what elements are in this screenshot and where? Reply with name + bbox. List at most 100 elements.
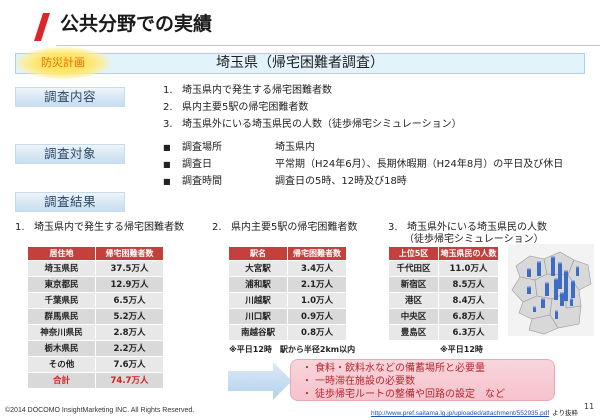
survey-content-item: 2. 県内主要5駅の帰宅困難者数 bbox=[163, 102, 308, 114]
station-table: 駅名 帰宅困難者数 大宮駅 3.4万人 浦和駅 2.1万人 川越駅 1.0万人 川口駅… bbox=[228, 246, 347, 341]
bullet: ・ bbox=[302, 363, 312, 374]
source-citation: http://www.pref.saitama.lg.jp/uploaded/a… bbox=[371, 410, 578, 418]
table-row: 群馬県民 5.2万人 bbox=[27, 308, 164, 325]
population-bar bbox=[570, 298, 573, 306]
page-title: 公共分野での実績 bbox=[60, 13, 213, 35]
item-number: 1. bbox=[163, 85, 173, 96]
population-bar bbox=[571, 280, 575, 298]
outside-prefecture-table: 上位5区 埼玉県民の人数 千代田区 11.0万人 新宿区 8.5万人 港区 8.4万人… bbox=[388, 246, 499, 341]
table-cell: 6.3万人 bbox=[438, 324, 499, 341]
page-number: 11 bbox=[584, 402, 595, 411]
table-cell: 南越谷駅 bbox=[228, 324, 288, 341]
column-header: 居住地 bbox=[27, 246, 96, 261]
population-bar-cap bbox=[576, 266, 579, 268]
copyright-notice: ©2014 DOCOMO InsightMarketing INC. All R… bbox=[5, 407, 195, 414]
table-cell: 2.2万人 bbox=[95, 340, 164, 357]
square-bullet: ■ bbox=[163, 177, 171, 186]
population-bar bbox=[560, 292, 564, 306]
table-cell: 千葉県民 bbox=[27, 292, 96, 309]
table-cell: 神奈川県民 bbox=[27, 324, 96, 341]
population-bar-cap bbox=[527, 268, 531, 270]
table-row: 神奈川県民 2.8万人 bbox=[27, 324, 164, 341]
population-bar-cap bbox=[545, 282, 549, 284]
table-row: 新宿区 8.5万人 bbox=[388, 276, 499, 293]
table-cell: 6.5万人 bbox=[95, 292, 164, 309]
red-slash-accent-icon bbox=[34, 13, 50, 41]
item-text: 埼玉県内で発生する帰宅困難者数 bbox=[182, 85, 332, 96]
result-number: 3. bbox=[388, 222, 398, 233]
population-bar bbox=[576, 266, 579, 276]
arrow-shape bbox=[228, 362, 292, 400]
table-cell: 川口駅 bbox=[228, 308, 288, 325]
outside-table-note: ※平日12時 bbox=[440, 345, 483, 354]
tokyo-ward-map-image bbox=[508, 244, 594, 336]
population-bar bbox=[564, 270, 568, 301]
section-label-survey-content: 調査内容 bbox=[15, 87, 125, 107]
table-cell: 浦和駅 bbox=[228, 276, 288, 293]
survey-target-item: ■ 調査日 平常期（H24年6月）、長期休暇期（H24年8月）の平日及び休日 bbox=[163, 159, 563, 171]
table-row: 埼玉県民 37.5万人 bbox=[27, 260, 164, 277]
table-row: 大宮駅 3.4万人 bbox=[228, 260, 347, 277]
table-cell: 6.8万人 bbox=[438, 308, 499, 325]
table-cell: 0.9万人 bbox=[287, 308, 347, 325]
conclusion-item-text: 食料・飲料水などの備蓄場所と必要量 bbox=[315, 363, 485, 374]
table-row: 浦和駅 2.1万人 bbox=[228, 276, 347, 293]
result-heading-text: 埼玉県内で発生する帰宅困難者数 bbox=[34, 222, 184, 233]
population-bar-cap bbox=[570, 298, 573, 300]
title-divider bbox=[56, 45, 600, 46]
table-cell: その他 bbox=[27, 356, 96, 373]
ward-outline bbox=[528, 314, 559, 335]
table-cell: 大宮駅 bbox=[228, 260, 288, 277]
square-bullet: ■ bbox=[163, 143, 171, 152]
table-cell: 港区 bbox=[388, 292, 439, 309]
section-label-survey-results: 調査結果 bbox=[15, 192, 125, 212]
population-bar bbox=[537, 261, 541, 276]
table-cell: 3.4万人 bbox=[287, 260, 347, 277]
result-heading-text: 埼玉県外にいる埼玉県民の人数 bbox=[407, 222, 547, 233]
column-header: 帰宅困難者数 bbox=[287, 246, 347, 261]
population-bar bbox=[541, 298, 545, 308]
source-suffix: より抜粋 bbox=[552, 410, 578, 417]
table-cell: 新宿区 bbox=[388, 276, 439, 293]
section-label-survey-target: 調査対象 bbox=[15, 144, 125, 164]
column-header: 帰宅困難者数 bbox=[95, 246, 164, 261]
residence-table: 居住地 帰宅困難者数 埼玉県民 37.5万人 東京都民 12.9万人 千葉県民 6.5… bbox=[27, 246, 164, 389]
survey-target-item: ■ 調査時間 調査日の5時、12時及び18時 bbox=[163, 176, 407, 188]
item-number: 3. bbox=[163, 119, 173, 130]
item-key: 調査時間 bbox=[182, 176, 222, 187]
table-cell: 2.1万人 bbox=[287, 276, 347, 293]
column-header: 埼玉県民の人数 bbox=[438, 246, 499, 261]
total-label: 合計 bbox=[27, 372, 96, 389]
table-cell: 群馬県民 bbox=[27, 308, 96, 325]
population-bar-cap bbox=[527, 286, 531, 288]
population-bar bbox=[527, 268, 531, 277]
table-cell: 東京都民 bbox=[27, 276, 96, 293]
table-row: 中央区 6.8万人 bbox=[388, 308, 499, 325]
square-bullet: ■ bbox=[163, 160, 171, 169]
table-cell: 11.0万人 bbox=[438, 260, 499, 277]
column-header: 駅名 bbox=[228, 246, 288, 261]
source-link[interactable]: http://www.pref.saitama.lg.jp/uploaded/a… bbox=[370, 410, 550, 417]
item-value: 平常期（H24年6月）、長期休暇期（H24年8月）の平日及び休日 bbox=[275, 159, 564, 170]
conclusion-item: ・一時滞在施設の必要数 bbox=[302, 375, 554, 388]
table-row: 千葉県民 6.5万人 bbox=[27, 292, 164, 309]
table-cell: 5.2万人 bbox=[95, 308, 164, 325]
conclusion-item-text: 徒歩帰宅ルートの整備や回路の設定 など bbox=[315, 389, 505, 400]
table-cell: 7.6万人 bbox=[95, 356, 164, 373]
table-cell: 0.8万人 bbox=[287, 324, 347, 341]
population-bar bbox=[545, 282, 549, 296]
population-bar-cap bbox=[560, 292, 564, 294]
bullet: ・ bbox=[302, 389, 312, 400]
table-row: 栃木県民 2.2万人 bbox=[27, 340, 164, 357]
project-banner: 埼玉県（帰宅困難者調査） bbox=[15, 53, 585, 74]
population-bar-cap bbox=[551, 256, 555, 258]
population-bar bbox=[527, 286, 531, 294]
table-header-row: 居住地 帰宅困難者数 bbox=[27, 246, 164, 261]
population-bar bbox=[533, 306, 536, 312]
item-number: 2. bbox=[163, 102, 173, 113]
population-bar-cap bbox=[564, 270, 568, 272]
population-bar-cap bbox=[555, 310, 558, 312]
population-bar bbox=[555, 310, 558, 319]
population-bar-cap bbox=[541, 298, 545, 300]
total-value: 74.7万人 bbox=[95, 372, 164, 389]
